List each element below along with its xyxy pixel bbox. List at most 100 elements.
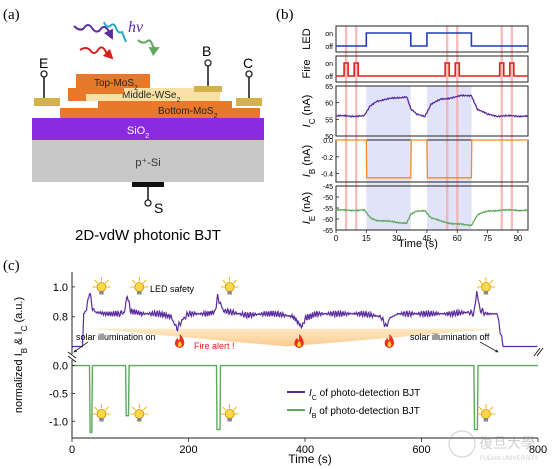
panel-c-x-label: Time (s) xyxy=(288,452,332,466)
fire-icon xyxy=(294,334,304,348)
bulb-ray xyxy=(131,406,136,411)
watermark-en: FUDAN UNIVERSITY xyxy=(480,456,538,462)
fire-alert-label: Fire alert ! xyxy=(194,341,235,351)
xtick-label-1: 200 xyxy=(179,444,197,456)
subplot-fire: Fire on off xyxy=(301,55,529,83)
bulb-ray xyxy=(94,406,98,411)
panel-b-x-axis: 0 15 30 45 60 75 90 xyxy=(334,230,523,243)
fire-marker-3 xyxy=(456,26,459,230)
subplot-ib-tick-label: 0.0 xyxy=(323,138,333,145)
fire-icon xyxy=(174,334,185,348)
legend-ic-label: IC of photo-detection BJT xyxy=(309,388,420,402)
solar-on-label: solar illumination on xyxy=(76,332,156,342)
legend-ib-label: IB of photo-detection BJT xyxy=(309,406,420,420)
fire-markers xyxy=(344,26,514,230)
terminal-e-label: E xyxy=(39,55,48,71)
bulb-base xyxy=(227,418,232,422)
lightbulb-icon xyxy=(92,404,111,422)
subplot-ib-tick-label: -0.2 xyxy=(321,155,333,162)
subplot-ic-trace xyxy=(335,93,529,118)
subplot-ib-trace xyxy=(336,139,528,179)
ib-plot xyxy=(72,364,538,434)
panel-b-time-traces: (b) LED on off Fire on off IC (nA) 50 55 60 65 IB (… xyxy=(276,7,529,250)
bulb-glass xyxy=(96,282,107,292)
substrate-gate-terminal: S xyxy=(132,182,164,216)
subplot-ie-tick-label: -45 xyxy=(323,184,333,191)
collector-contact xyxy=(236,98,262,106)
bulb-base xyxy=(137,291,142,295)
subplot-led-ylabel: LED xyxy=(301,28,313,49)
subplot-fire-frame xyxy=(335,55,529,83)
watermark-cn: 復旦大學 xyxy=(479,435,535,452)
ic-plot xyxy=(72,291,538,348)
panel-c-icons xyxy=(92,277,495,422)
panel-a-caption: 2D-vdW photonic BJT xyxy=(75,227,221,244)
flame-outer xyxy=(294,334,304,348)
bulb-ray xyxy=(233,279,237,284)
subplot-led-frame xyxy=(335,25,529,53)
subplot-led-trace xyxy=(336,32,528,47)
legend: IC of photo-detection BJT IB of photo-de… xyxy=(287,388,420,420)
lightbulb-icon xyxy=(92,277,111,295)
bulb-ray xyxy=(104,279,109,284)
b-xtick-label-2: 30 xyxy=(392,234,401,243)
top-ytick-label-1: 1.0 xyxy=(53,282,68,294)
bulb-ray xyxy=(478,406,483,411)
subplot-ib-tick-label: -0.4 xyxy=(321,172,333,179)
bulb-glass xyxy=(134,409,145,419)
bulb-ray xyxy=(94,279,98,284)
subplot-led-tick-on: on xyxy=(325,31,333,38)
sio2-layer xyxy=(32,118,264,140)
flame-inner xyxy=(177,341,182,347)
flame-outer xyxy=(174,334,185,348)
ib-trace xyxy=(72,364,538,434)
subplot-fire-tick-off: off xyxy=(325,74,333,81)
seal-icon xyxy=(448,430,476,458)
subplot-ib: IB (nA) 0.0 -0.2 -0.4 xyxy=(301,138,529,183)
subplot-ic-tick-label: 50 xyxy=(325,134,333,141)
subplot-ic-ylabel: IC (nA) xyxy=(301,95,317,128)
flame-inner xyxy=(297,341,302,347)
bulb-glass xyxy=(481,282,491,292)
middle-wse2-label: Middle-WSe2 xyxy=(122,90,180,104)
emitter-terminal: E xyxy=(39,55,48,98)
bulb-glass xyxy=(134,282,145,292)
subplot-stack: LED on off Fire on off IC (nA) 50 55 60 65 IB (nA) 0… xyxy=(301,25,529,235)
lightbulb-icon xyxy=(476,404,495,422)
collector-terminal: C xyxy=(243,55,253,98)
bottom-mos2-layer xyxy=(60,101,260,118)
subplot-led: LED on off xyxy=(301,25,529,53)
base-contact xyxy=(194,86,222,92)
subplot-ie-trace xyxy=(335,208,529,227)
lightbulb-icon xyxy=(130,404,149,422)
sio2-label: SiO2 xyxy=(127,125,149,140)
bulb-ray xyxy=(489,406,494,411)
bulb-ray xyxy=(222,279,227,284)
axis-break-left-1 xyxy=(67,351,77,359)
bulb-base xyxy=(483,291,489,295)
bulb-base xyxy=(227,291,232,295)
panel-c-label: (c) xyxy=(3,258,20,274)
top-ytick-label-0: 0.8 xyxy=(53,312,68,324)
highlight-bands xyxy=(366,86,472,230)
subplot-fire-trace xyxy=(336,62,528,77)
bulb-ray xyxy=(222,406,227,411)
flame-outer xyxy=(384,334,394,348)
xtick-label-3: 600 xyxy=(412,444,430,456)
panel-a-device-schematic: (a) p⁺-Si SiO2 Bottom-MoS2 Middle-WSe2 T… xyxy=(3,7,264,244)
fire-marker-5 xyxy=(510,26,514,230)
bulb-glass xyxy=(224,282,235,292)
bulb-ray xyxy=(142,406,147,411)
fire-marker-2 xyxy=(445,26,449,230)
bottom-ytick-label-2: -1.0 xyxy=(49,416,68,428)
terminal-c-label: C xyxy=(243,55,253,71)
ic-trace xyxy=(72,291,538,348)
bulb-ray xyxy=(104,406,109,411)
subplot-ie-tick-label: -65 xyxy=(323,228,333,235)
subplot-ib-ylabel: IB (nA) xyxy=(301,145,317,177)
subplot-ic-tick-label: 55 xyxy=(325,117,333,124)
lightbulb-icon xyxy=(476,277,495,295)
terminal-b-label: B xyxy=(202,43,211,59)
lightbulb-icon xyxy=(220,277,239,295)
lightbulb-icon xyxy=(130,277,149,295)
